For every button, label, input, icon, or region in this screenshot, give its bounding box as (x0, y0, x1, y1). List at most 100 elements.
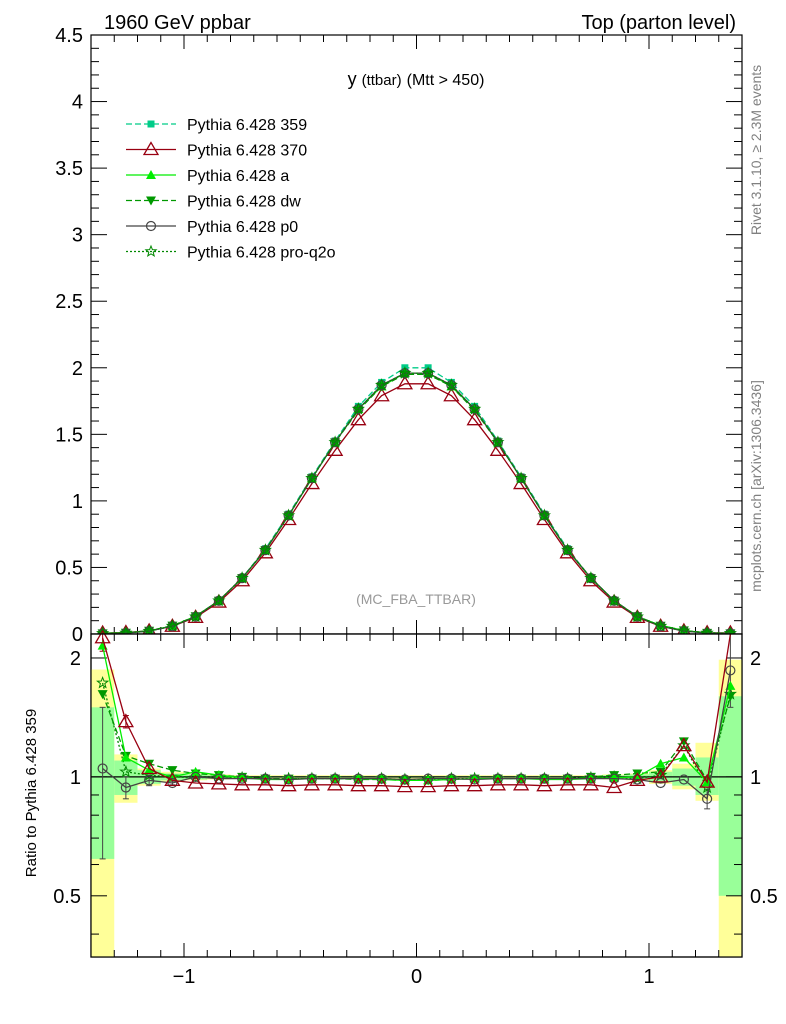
ratio-point-s370 (536, 777, 553, 792)
main-point-pro (468, 402, 482, 415)
ratio-point-s370 (117, 713, 135, 728)
ratio-point-dw (655, 767, 666, 777)
ratio-point-p0 (399, 774, 410, 785)
ratio-point-p0 (702, 793, 713, 804)
ratio-point-s370 (466, 777, 483, 792)
ratio-point-s370 (187, 774, 204, 789)
main-y-tick-label: 2.5 (55, 291, 83, 313)
ratio-point-s370 (675, 737, 693, 752)
main-point-pro (537, 508, 551, 522)
ratio-point-p0 (260, 773, 271, 784)
ratio-point-s370 (489, 776, 507, 791)
ratio-point-s370 (698, 773, 716, 788)
ratio-point-p0 (609, 773, 620, 784)
main-point-pro (351, 402, 365, 415)
main-point-s370 (466, 411, 483, 426)
ratio-point-p0 (237, 773, 248, 784)
ratio-point-s370 (94, 629, 111, 644)
main-point-pro (398, 366, 412, 379)
ratio-point-p0 (562, 773, 573, 784)
main-y-tick-label: 2 (72, 358, 83, 380)
main-point-pro (375, 378, 389, 391)
main-y-tick-label: 0 (72, 624, 83, 646)
plot-title: y (ttbar) (Mtt > 450) (348, 69, 485, 89)
legend: Pythia 6.428 359 Pythia 6.428 370 Pythia 6… (126, 117, 336, 262)
main-point-s370 (419, 375, 437, 390)
ratio-point-p0 (330, 773, 341, 784)
ratio-y-tick-label-right: 1 (750, 767, 761, 789)
ratio-band-green (718, 696, 742, 896)
ratio-point-s370 (210, 775, 228, 790)
ratio-point-s370 (257, 776, 274, 791)
main-y-tick-label: 3 (72, 225, 83, 247)
main-series-line-pro (102, 372, 731, 634)
ratio-point-s370 (629, 772, 646, 787)
main-y-tick-label: 4 (72, 92, 83, 114)
ratio-point-s370 (140, 760, 158, 775)
ratio-point-p0 (353, 773, 364, 784)
ratio-series-p0 (97, 665, 736, 804)
ratio-point-p0 (469, 774, 480, 785)
ratio-point-pro (677, 738, 691, 752)
main-point-pro (305, 471, 319, 484)
ratio-x-tick-label: 1 (643, 966, 654, 988)
main-point-pro (189, 609, 203, 623)
ratio-point-s370 (373, 777, 390, 792)
main-point-pro (491, 435, 505, 448)
ratio-point-s370 (559, 776, 576, 791)
main-point-pro (258, 543, 272, 556)
legend-marker-dw (146, 196, 156, 206)
ratio-point-p0 (585, 773, 596, 784)
legend-marker-s359 (147, 120, 155, 128)
legend-marker-a (146, 170, 156, 179)
ratio-series-line-p0 (102, 670, 732, 801)
header-left: 1960 GeV ppbar (104, 12, 251, 34)
ratio-point-s370 (443, 777, 460, 792)
main-point-pro (514, 471, 528, 484)
main-y-tick-label: 0.5 (55, 557, 83, 579)
ratio-x-tick-label: −1 (173, 966, 196, 988)
main-point-pro (165, 619, 179, 632)
ratio-y-tick-label-right: 0.5 (750, 886, 778, 908)
ratio-point-s370 (303, 776, 321, 791)
main-point-pro (212, 593, 226, 607)
legend-label-pro: Pythia 6.428 pro-q2o (187, 245, 336, 262)
main-point-s370 (489, 442, 507, 456)
main-y-tick-label: 4.5 (55, 25, 83, 47)
ratio-point-a (655, 758, 666, 768)
ratio-point-p0 (167, 777, 178, 789)
ratio-point-p0 (213, 773, 224, 784)
ratio-point-a (609, 772, 620, 782)
side-label-site: mcplots.cern.ch [arXiv:1306.3436] (748, 380, 764, 592)
ratio-point-s370 (396, 778, 414, 793)
ratio-point-dw (167, 766, 178, 776)
ratio-point-s370 (419, 778, 437, 793)
ratio-series-line-s370 (101, 633, 732, 789)
main-point-pro (607, 593, 621, 607)
main-point-pro (630, 609, 644, 623)
ratio-y-tick-label: 2 (70, 648, 81, 670)
main-point-pro (561, 543, 575, 556)
ratio-point-dw (678, 737, 689, 747)
ratio-y-tick-label: 0.5 (53, 886, 81, 908)
main-point-s370 (443, 387, 460, 402)
main-point-pro (421, 366, 435, 379)
main-point-s370 (350, 411, 367, 426)
ratio-point-p0 (423, 773, 434, 784)
ratio-point-p0 (376, 773, 387, 784)
ratio-point-dw (144, 759, 155, 769)
ratio-point-p0 (516, 773, 527, 784)
ratio-point-p0 (492, 773, 503, 784)
ratio-point-s370 (233, 776, 251, 791)
ratio-series-line-dw (101, 693, 732, 783)
main-y-tick-label: 1 (72, 491, 83, 513)
main-point-pro (654, 619, 668, 632)
ratio-point-s370 (326, 776, 344, 791)
ratio-y-tick-label: 1 (70, 767, 81, 789)
ratio-plot-frame (90, 633, 743, 958)
ratio-point-p0 (97, 763, 108, 774)
ratio-point-s370 (350, 777, 367, 792)
main-plot-frame (90, 34, 743, 635)
ratio-point-s370 (512, 776, 530, 791)
main-point-s370 (326, 442, 344, 456)
